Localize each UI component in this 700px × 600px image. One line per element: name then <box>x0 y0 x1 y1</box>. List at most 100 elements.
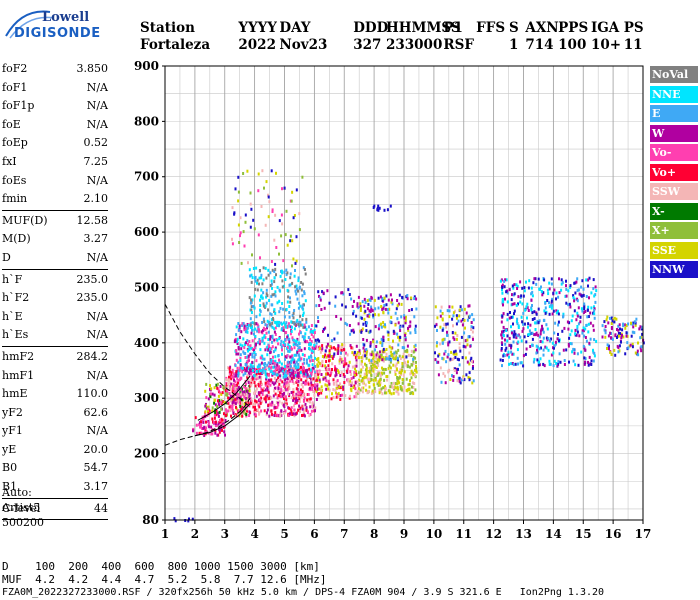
echo-point <box>394 323 397 327</box>
echo-point <box>288 283 291 287</box>
echo-point <box>249 396 252 400</box>
param-name: hmF2 <box>2 349 35 363</box>
echo-point <box>253 391 256 395</box>
echo-point <box>468 362 471 366</box>
echo-point <box>269 312 272 316</box>
echo-point <box>244 396 247 400</box>
echo-point <box>235 349 238 353</box>
echo-point <box>246 365 249 369</box>
echo-point <box>204 404 207 408</box>
echo-point <box>290 391 293 394</box>
echo-point <box>368 358 371 362</box>
echo-point <box>261 400 264 404</box>
echo-point <box>309 413 312 416</box>
echo-point <box>550 301 553 305</box>
echo-point <box>287 365 290 369</box>
echo-point <box>580 307 583 311</box>
echo-point <box>273 376 276 380</box>
echo-point <box>472 326 475 330</box>
echo-point <box>370 296 373 300</box>
echo-point <box>372 340 375 344</box>
echo-point <box>334 388 337 392</box>
echo-point <box>470 328 473 331</box>
echo-point <box>501 291 504 295</box>
echo-point <box>336 393 339 396</box>
echo-point <box>322 327 325 331</box>
echo-point <box>631 322 634 326</box>
echo-point <box>520 315 523 319</box>
echo-point <box>361 360 363 364</box>
echo-point <box>570 319 573 323</box>
echo-point <box>365 351 368 355</box>
echo-point <box>508 362 510 366</box>
echo-point <box>293 214 296 217</box>
echo-point <box>526 302 529 306</box>
echo-point <box>233 402 235 406</box>
echo-point <box>303 347 306 351</box>
echo-point <box>250 372 253 376</box>
echo-point <box>236 366 239 370</box>
echo-point <box>363 343 366 347</box>
echo-point <box>318 361 321 365</box>
echo-point <box>350 389 353 393</box>
echo-point <box>278 358 280 362</box>
echo-point <box>519 300 522 304</box>
echo-point <box>381 358 384 362</box>
echo-point <box>469 358 472 362</box>
echo-point <box>235 400 238 404</box>
echo-point <box>250 381 253 385</box>
echo-point <box>364 309 367 313</box>
echo-point <box>237 360 240 364</box>
echo-point <box>403 346 406 350</box>
echo-point <box>448 309 451 313</box>
echo-point <box>266 363 269 367</box>
echo-point <box>324 364 327 368</box>
echo-point <box>293 353 296 357</box>
echo-point <box>584 336 587 339</box>
echo-point <box>521 286 524 290</box>
echo-point <box>286 300 289 304</box>
echo-point <box>298 212 301 216</box>
echo-point <box>387 338 390 341</box>
echo-point <box>235 373 238 377</box>
echo-point <box>574 281 577 285</box>
echo-point <box>312 390 315 393</box>
echo-point <box>246 330 249 334</box>
echo-point <box>571 350 574 354</box>
echo-point <box>616 336 618 339</box>
echo-point <box>550 337 553 341</box>
echo-point <box>213 416 216 420</box>
echo-point <box>237 175 240 179</box>
echo-point <box>238 241 241 244</box>
echo-point <box>508 355 510 359</box>
param-value: 3.17 <box>83 480 109 494</box>
echo-point <box>238 324 241 328</box>
echo-point <box>230 382 233 386</box>
y-tick-label: 600 <box>134 225 159 239</box>
echo-point <box>286 371 289 375</box>
echo-point <box>239 216 242 220</box>
echo-point <box>309 405 312 409</box>
echo-point <box>270 324 273 328</box>
echo-point <box>454 309 456 313</box>
echo-point <box>281 348 283 352</box>
echo-point <box>613 316 616 320</box>
echo-point <box>539 357 542 361</box>
echo-point <box>301 294 304 298</box>
echo-point <box>392 386 395 390</box>
echo-point <box>513 330 516 334</box>
echo-point <box>254 401 257 405</box>
echo-point <box>293 358 296 362</box>
echo-point <box>284 385 286 389</box>
echo-point <box>207 405 210 409</box>
echo-point <box>258 369 261 373</box>
echo-point <box>404 338 407 342</box>
echo-point <box>368 298 371 302</box>
echo-point <box>589 311 592 315</box>
param-row: foF1 N/A <box>2 79 108 98</box>
echo-point <box>539 340 542 343</box>
echo-point <box>273 404 276 407</box>
x-tick-label: 1 <box>161 527 169 541</box>
echo-point <box>434 305 437 309</box>
echo-point <box>401 365 404 369</box>
